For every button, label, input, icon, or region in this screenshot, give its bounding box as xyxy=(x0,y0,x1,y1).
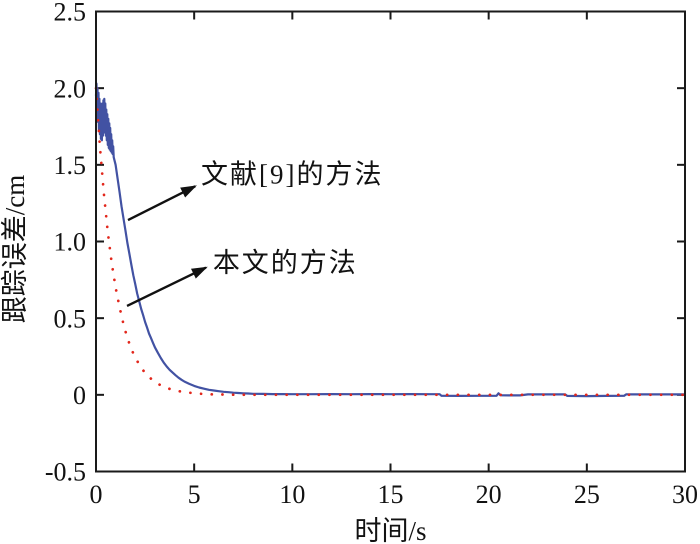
y-axis-title: 跟踪误差/cm xyxy=(0,175,30,324)
x-tick-label: 30 xyxy=(672,480,698,509)
y-tick-label: 0 xyxy=(73,381,86,410)
series-line-ref9-method xyxy=(94,82,685,398)
x-axis-title: 时间/s xyxy=(354,516,426,544)
y-tick-label: 0.5 xyxy=(54,304,87,333)
series-line-this-paper-method xyxy=(94,86,687,397)
axis-tick-labels: 0 5 10 15 20 25 30-0.500.51.01.52.02.5 xyxy=(45,0,698,509)
annotation-arrow-this-paper-method xyxy=(126,266,208,307)
x-tick-label: 20 xyxy=(476,480,502,509)
y-tick-label: 2.5 xyxy=(54,0,87,27)
x-tick-label: 5 xyxy=(188,480,201,509)
data-series-group xyxy=(94,82,687,398)
plot-frame xyxy=(95,10,686,473)
x-tick-label: 15 xyxy=(378,480,404,509)
x-tick-label: 25 xyxy=(574,480,600,509)
annotation-label-ref9-method: 文献[9]的方法 xyxy=(201,159,383,189)
annotations-group: 文献[9]的方法 本文的方法 xyxy=(126,159,383,307)
y-tick-label: 1.5 xyxy=(54,151,87,180)
annotation-label-this-paper-method: 本文的方法 xyxy=(213,248,358,278)
y-tick-label: 2.0 xyxy=(54,74,87,103)
x-tick-label: 0 xyxy=(90,480,103,509)
x-tick-label: 10 xyxy=(279,480,305,509)
axis-tick-marks xyxy=(95,10,686,473)
y-tick-label: 1.0 xyxy=(54,228,87,257)
y-tick-label: -0.5 xyxy=(45,458,86,487)
annotation-arrow-ref9-method xyxy=(127,185,197,222)
